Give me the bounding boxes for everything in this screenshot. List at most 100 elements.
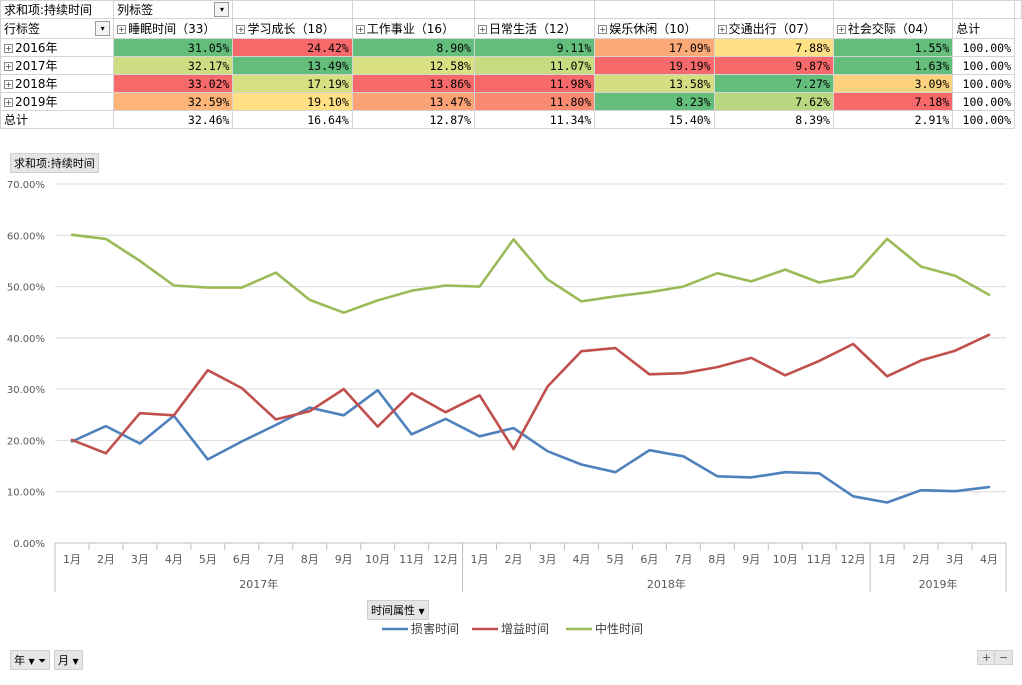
column-header[interactable]: + 娱乐休闲（10） [594, 18, 715, 39]
column-header[interactable]: + 交通出行（07） [713, 18, 834, 39]
pivot-cell-value: 32.17% [187, 58, 230, 73]
total-cell-value: 12.87% [429, 112, 471, 127]
x-tick-label: 12月 [433, 553, 458, 566]
column-header[interactable]: + 睡眠时间（33） [113, 18, 234, 39]
pivot-cell: 19.10% [232, 92, 353, 111]
y-tick-label: 40.00% [7, 334, 45, 345]
legend-label: 损害时间 [411, 621, 459, 636]
x-tick-label: 2月 [97, 553, 115, 566]
y-tick-label: 0.00% [13, 539, 45, 550]
y-tick-label: 50.00% [7, 283, 45, 294]
pivot-cell: 13.49% [232, 56, 353, 75]
expand-icon[interactable]: + [117, 25, 127, 34]
legend-label: 增益时间 [501, 622, 549, 636]
row-total-value: 100.00% [962, 94, 1011, 109]
series-line-1 [70, 388, 991, 504]
column-labels-text: 列标签 [117, 3, 154, 17]
expand-icon[interactable]: + [4, 80, 13, 89]
pivot-cell-value: 8.90% [436, 40, 471, 55]
expand-icon[interactable]: + [836, 25, 846, 34]
grand-total-label: 总计 [956, 22, 981, 36]
pivot-cell: 33.02% [113, 74, 234, 93]
x-tick-label: 10月 [773, 553, 798, 566]
dropdown-arrow-icon: ▼ [72, 657, 79, 666]
expand-icon[interactable]: + [236, 25, 246, 34]
expand-icon[interactable]: + [4, 62, 13, 71]
pivot-cell: 8.90% [351, 38, 475, 57]
pivot-cell: 11.07% [473, 56, 596, 75]
x-tick-label: 2月 [912, 553, 930, 566]
filter-dropdown-icon[interactable]: ▾ [214, 2, 230, 17]
row-header-label: 2019年 [15, 95, 58, 109]
expand-icon[interactable]: + [355, 25, 365, 34]
pivot-cell-value: 11.98% [549, 76, 592, 91]
x-tick-label: 12月 [841, 553, 866, 566]
pivot-cell: 19.19% [594, 56, 715, 75]
expand-icon[interactable]: + [4, 98, 13, 107]
x-tick-label: 8月 [301, 553, 319, 566]
pivot-cell-value: 19.10% [307, 94, 349, 109]
expand-icon[interactable]: + [4, 44, 13, 53]
x-tick-label: 4月 [165, 553, 183, 566]
legend-label: 中性时间 [595, 621, 643, 636]
x-tick-label: 6月 [233, 553, 251, 566]
pivot-cell-value: 1.63% [914, 58, 950, 73]
x-tick-label: 4月 [572, 553, 590, 566]
pivot-cell-value: 7.88% [795, 40, 830, 55]
pivot-cell-value: 13.86% [429, 76, 471, 91]
column-header[interactable]: + 学习成长（18） [232, 18, 353, 39]
row-total-cell: 100.00% [952, 38, 1015, 57]
y-tick-label: 20.00% [7, 436, 45, 447]
x-tick-label: 7月 [267, 553, 285, 566]
expand-icon[interactable]: + [717, 25, 727, 34]
pivot-cell-value: 8.23% [675, 94, 711, 109]
total-cell: 15.40% [594, 110, 715, 129]
x-group-label: 2019年 [919, 577, 958, 591]
row-labels-header[interactable]: 行标签 ▾ [0, 18, 115, 39]
y-tick-label: 70.00% [7, 180, 45, 191]
pivot-cell-value: 9.11% [556, 40, 592, 55]
pivot-cell-value: 1.55% [914, 40, 950, 55]
pivot-cell-value: 19.19% [669, 58, 711, 73]
pivot-cell-value: 3.09% [914, 76, 950, 91]
pivot-cell: 17.19% [232, 74, 353, 93]
x-tick-label: 3月 [946, 553, 964, 566]
zoom-out-button[interactable]: − [994, 650, 1014, 665]
pivot-cell-value: 11.07% [549, 58, 592, 73]
pivot-cell-value: 33.02% [187, 76, 230, 91]
pivot-cell-value: 7.18% [914, 94, 950, 109]
x-tick-label: 9月 [335, 553, 353, 566]
pivot-cell: 32.59% [113, 92, 234, 111]
y-tick-label: 60.00% [7, 231, 45, 242]
pivot-cell-value: 9.87% [795, 58, 830, 73]
expand-icon[interactable]: + [598, 25, 608, 34]
pivot-cell-value: 13.47% [429, 94, 471, 109]
pivot-cell-value: 17.19% [307, 76, 349, 91]
pivot-cell: 32.17% [113, 56, 234, 75]
axis-field-button[interactable]: 时间属性 ▼ [367, 600, 429, 620]
total-cell: 32.46% [113, 110, 234, 129]
month-filter-button[interactable]: 月 ▼ [54, 650, 83, 670]
row-total-value: 100.00% [962, 58, 1011, 73]
total-cell-value: 32.46% [187, 112, 230, 127]
year-filter-button[interactable]: 年 ▼ ⏷ [10, 650, 51, 670]
total-cell-value: 8.39% [795, 112, 830, 127]
total-row-header: 总计 [0, 110, 115, 129]
pivot-cell-value: 24.42% [307, 40, 349, 55]
pivot-cell-value: 7.62% [795, 94, 830, 109]
filter-dropdown-icon[interactable]: ▾ [95, 21, 111, 36]
x-tick-label: 5月 [606, 553, 624, 566]
column-header[interactable]: + 工作事业（16） [351, 18, 475, 39]
column-header-label: 睡眠时间（33） [128, 22, 216, 36]
value-field-button[interactable]: 求和项:持续时间 [10, 153, 99, 173]
x-tick-label: 3月 [538, 553, 556, 566]
pivot-cell-value: 13.58% [669, 76, 711, 91]
row-header-label: 2018年 [15, 77, 58, 91]
column-header-label: 日常生活（12） [488, 22, 577, 36]
expand-icon[interactable]: + [477, 25, 487, 34]
y-tick-label: 30.00% [7, 385, 45, 396]
row-header[interactable]: +2019年 [0, 92, 115, 111]
total-row-label: 总计 [4, 113, 29, 127]
pivot-cell: 7.18% [832, 92, 954, 111]
